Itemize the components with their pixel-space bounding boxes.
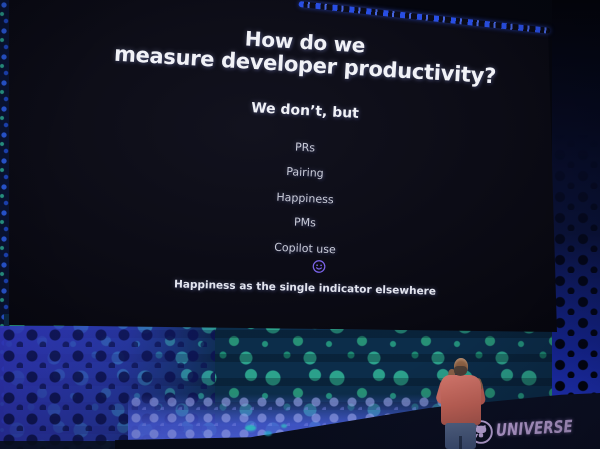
slide-subtitle: We don’t, but [250, 100, 360, 122]
speaker-beard [454, 366, 467, 376]
floor-glow-speck [264, 431, 272, 436]
smiley-face-icon [30, 248, 557, 286]
right-wall-dot-pattern [552, 0, 600, 449]
floor-glow-speck [281, 424, 287, 428]
universe-logo-text: UNIVERSE [495, 416, 574, 441]
speaker-leg-gap [459, 436, 462, 449]
right-wall-blue-panel [552, 0, 600, 449]
speaker-figure [430, 350, 490, 449]
speaker-shirt [441, 375, 481, 425]
stage-floor-strip [0, 441, 140, 449]
presentation-screen: How do we measure developer productivity… [9, 0, 557, 332]
floor-glow-speck [245, 425, 256, 431]
left-led-pattern-strip [0, 0, 9, 449]
